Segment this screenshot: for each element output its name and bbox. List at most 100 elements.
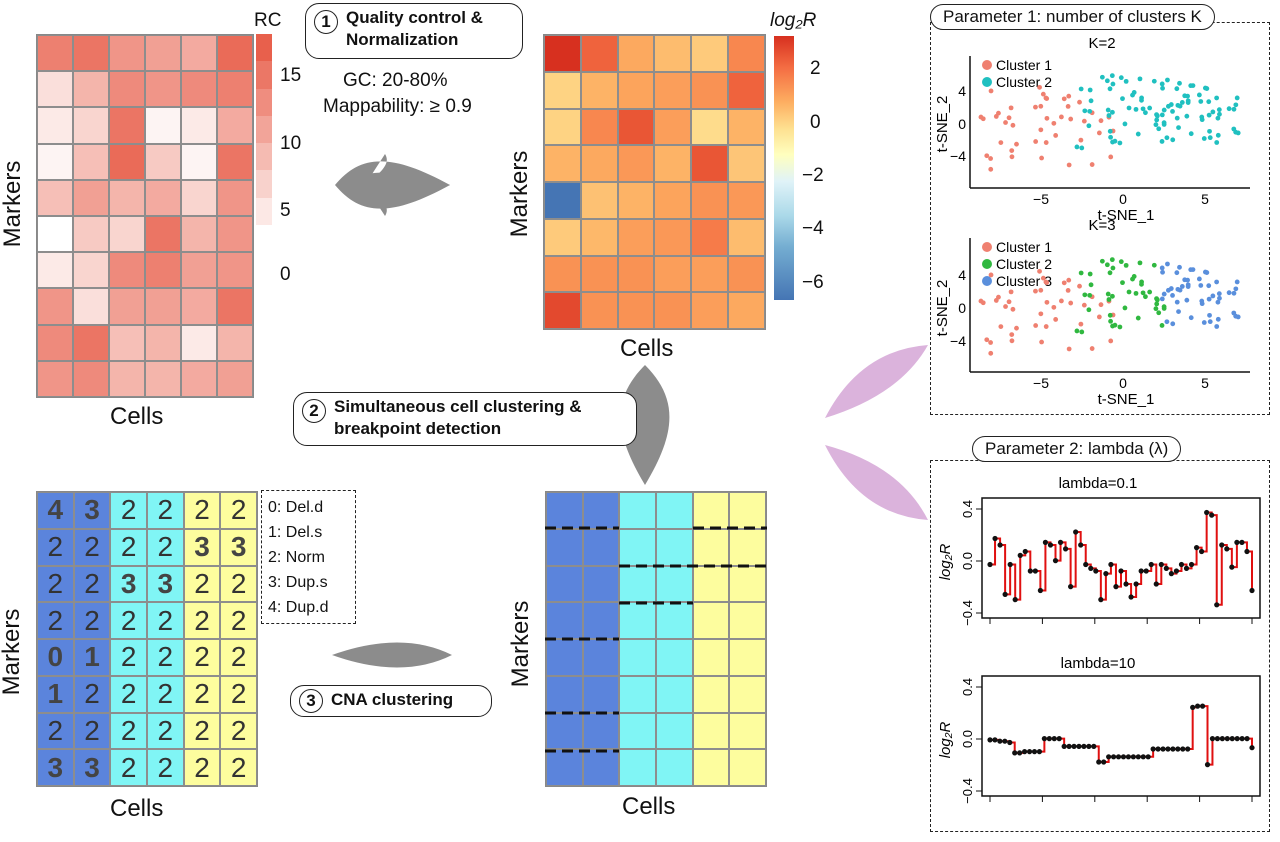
data-point [1115,754,1122,760]
cna-cell: 2 [183,565,221,603]
data-point [1148,561,1154,568]
tsne-point [1164,319,1170,325]
tsne-point [1159,296,1165,302]
segment-cell [619,712,656,750]
heatmap-cell [691,218,729,256]
cna-cell: 4 [37,492,74,529]
heatmap-cell [37,179,73,216]
tsne-point [1233,286,1239,292]
tsne-point [1087,271,1093,277]
tsne-point [1059,298,1064,304]
tsne-point [1159,139,1165,144]
tsne-point [1156,310,1162,316]
data-point [1103,571,1109,577]
tsne-point [1043,140,1049,145]
data-point [1133,581,1139,587]
data-point [1158,561,1164,568]
arrow-from-param1-icon [825,345,928,418]
heatmap-cell [728,35,765,72]
tsne-point [1108,134,1113,140]
axis-label-markers: Markers [0,160,26,248]
data-point [1017,552,1023,558]
heatmap-cell [73,179,109,216]
segment-cell [546,749,583,786]
data-point [1190,704,1196,710]
data-point [1244,736,1250,742]
segment-cell [729,602,766,639]
cna-cell: 3 [220,528,257,566]
tsne-point [1177,264,1182,270]
logr-heatmap [543,34,766,330]
data-point [1249,587,1255,594]
step-3-number: 3 [299,689,323,713]
tsne-point [1201,320,1207,325]
data-point [1081,743,1087,749]
lambda-1-title: lambda=0.1 [1059,475,1138,492]
cna-cell: 2 [73,602,111,639]
data-point [1076,743,1082,749]
tsne-point [1231,106,1237,112]
tsne-point [1003,120,1008,125]
data-point [1244,548,1250,555]
tsne-point [1006,115,1012,121]
tsne-point [1068,116,1074,122]
segment-cell [619,639,656,676]
axis-label-cells: Cells [620,335,674,362]
tsne-point [1170,292,1175,298]
tsne-point [1087,87,1093,93]
data-point [1017,750,1023,756]
tsne-point [1133,106,1139,112]
cna-cell: 2 [147,749,184,786]
tsne-point [1233,102,1239,108]
tsne-point [1188,267,1194,273]
tsne-point [1106,113,1112,118]
tsne-point [1206,296,1212,302]
tsne-point [1201,136,1207,141]
heatmap-cell [691,182,729,219]
cna-state-label: 1: Del.s [268,524,323,541]
data-point [1071,743,1077,749]
tsne-point [1226,106,1232,112]
heatmap-cell [217,360,253,397]
data-point [1031,749,1038,755]
heatmap-cell [109,288,145,325]
segment-cell [692,749,730,786]
lambda-2-ytick: 0.4 [960,678,975,696]
tsne-point [1098,302,1104,308]
data-point [1012,597,1018,603]
heatmap-cell [37,324,73,361]
lambda-2-ytick: 0.0 [960,730,975,748]
tsne-point [1170,108,1175,114]
tsne-point [1207,312,1212,318]
cna-cell: 2 [183,749,221,786]
segment-line [990,705,1253,766]
data-point [1022,548,1028,555]
tsne-point [1143,110,1148,116]
heatmap-cell [73,360,109,397]
heatmap-cell [181,35,217,72]
cna-cell: 2 [220,565,257,603]
tsne-point [1078,86,1084,92]
heatmap-cell [654,182,692,219]
tsne-point [1108,318,1113,324]
data-point [1091,743,1097,749]
tsne-point [1135,315,1141,321]
heatmap-cell [73,107,109,144]
tsne-k3-ylabel: t-SNE_2 [934,280,951,337]
tsne-point [1214,95,1220,101]
tsne-point [1206,99,1212,105]
legend-swatch [256,170,272,198]
tsne-point [1039,339,1044,345]
data-point [1214,602,1220,608]
tsne-point [1105,291,1111,297]
data-point [1234,736,1240,742]
heatmap-cell [109,324,145,361]
tsne-point [1061,280,1067,286]
tsne-point [1122,121,1128,127]
tsne-point [1043,324,1049,329]
arrow-right-icon [335,154,450,216]
heatmap-cell [145,71,181,108]
tsne-point [1137,260,1143,266]
tsne-point [1196,92,1202,98]
cna-cell: 2 [147,528,184,566]
